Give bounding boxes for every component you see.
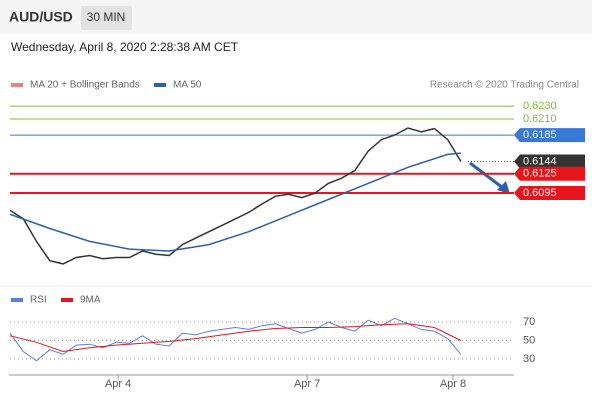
- legend-swatch: [61, 298, 73, 302]
- legend-label: 9MA: [80, 295, 101, 306]
- date: Wednesday, April 8, 2020 2:28:38 AM CET: [11, 40, 239, 54]
- level-tag: [514, 166, 585, 181]
- series-line: [9, 323, 462, 353]
- y-tick-label: 50: [523, 334, 535, 346]
- series-line: [9, 317, 462, 362]
- level-label: 0.6144: [523, 155, 557, 167]
- legend-swatch: [11, 298, 23, 302]
- y-tick-label: 70: [523, 316, 535, 328]
- legend-swatch: [11, 83, 23, 87]
- series-line: [9, 152, 461, 252]
- level-tag: [514, 154, 585, 169]
- level-label: 0.6230: [523, 100, 557, 112]
- arrow: [469, 161, 504, 190]
- level-label: 0.6210: [523, 113, 557, 125]
- level-label: 0.6185: [523, 129, 557, 141]
- pair: AUD/USD: [9, 9, 73, 25]
- credit: Research © 2020 Trading Central: [430, 80, 579, 91]
- level-label: 0.6095: [523, 187, 557, 199]
- x-tick-label: Apr 8: [440, 378, 466, 390]
- timeframe[interactable]: 30 MIN: [87, 10, 126, 24]
- legend-label: MA 50: [173, 80, 202, 91]
- x-tick-label: Apr 7: [294, 378, 320, 390]
- timeframe-box[interactable]: [81, 6, 132, 30]
- x-tick-label: Apr 4: [105, 378, 131, 390]
- arrow-head: [497, 181, 510, 194]
- level-tag: [514, 128, 585, 143]
- series-line: [9, 127, 462, 265]
- level-tag: [514, 186, 585, 201]
- legend-label: RSI: [30, 295, 47, 306]
- level-label: 0.6125: [523, 168, 557, 180]
- y-tick-label: 30: [523, 353, 535, 365]
- legend-label: MA 20 + Bollinger Bands: [30, 80, 140, 91]
- legend-swatch: [154, 83, 166, 87]
